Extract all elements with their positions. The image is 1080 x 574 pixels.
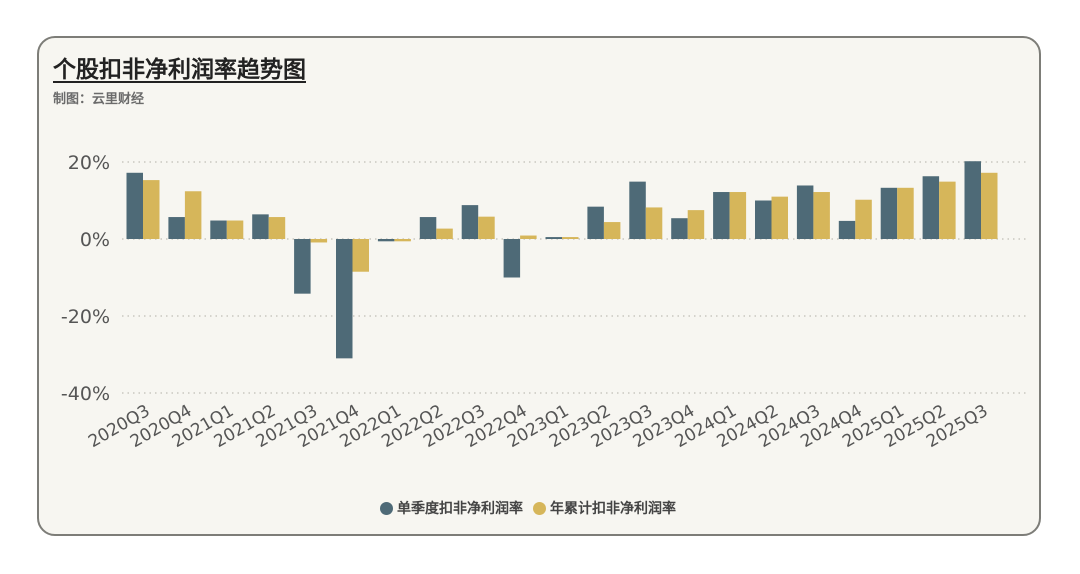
bar-quarterly[interactable]	[168, 217, 185, 239]
y-tick-label: 0%	[80, 229, 110, 251]
bar-quarterly[interactable]	[126, 172, 144, 239]
y-axis-ticks: 20% 0% -20% -40%	[61, 152, 110, 405]
legend-label-quarterly: 单季度扣非净利润率	[397, 501, 523, 517]
y-tick-label: -20%	[61, 306, 110, 328]
bar-cumulative[interactable]	[897, 187, 914, 239]
legend-label-cumulative: 年累计扣非净利润率	[550, 501, 676, 517]
bar-cumulative[interactable]	[729, 192, 747, 239]
grid-lines	[122, 161, 1028, 394]
bars	[126, 161, 998, 359]
bar-cumulative[interactable]	[855, 199, 872, 239]
bar-cumulative[interactable]	[981, 172, 998, 239]
bar-cumulative[interactable]	[603, 222, 621, 239]
page-title: 个股扣非净利润率趋势图	[53, 57, 306, 83]
bar-quarterly[interactable]	[922, 176, 940, 239]
bar-quarterly[interactable]	[671, 218, 688, 239]
bar-quarterly[interactable]	[210, 220, 227, 239]
bar-quarterly[interactable]	[587, 206, 604, 239]
y-tick-label: 20%	[68, 152, 110, 174]
bar-cumulative[interactable]	[771, 196, 789, 239]
bar-quarterly[interactable]	[755, 200, 772, 240]
legend-item-cumulative[interactable]: 年累计扣非净利润率	[533, 498, 676, 518]
bar-cumulative[interactable]	[687, 210, 705, 239]
bar-quarterly[interactable]	[964, 161, 982, 239]
source-label: 制图：云里财经	[53, 92, 145, 107]
bar-cumulative[interactable]	[436, 228, 453, 239]
bar-cumulative[interactable]	[394, 239, 411, 242]
bar-quarterly[interactable]	[838, 220, 856, 239]
legend: 单季度扣非净利润率 年累计扣非净利润率	[380, 498, 676, 518]
y-tick-label: -40%	[61, 383, 110, 405]
x-axis-ticks: 2020Q32020Q42021Q12021Q22021Q32021Q42022…	[85, 401, 991, 452]
bar-cumulative[interactable]	[562, 237, 579, 239]
bar-quarterly[interactable]	[880, 187, 898, 239]
bar-cumulative[interactable]	[939, 181, 956, 239]
bar-cumulative[interactable]	[813, 192, 830, 239]
legend-item-quarterly[interactable]: 单季度扣非净利润率	[380, 498, 523, 518]
bar-quarterly[interactable]	[629, 181, 646, 239]
bar-quarterly[interactable]	[294, 239, 311, 294]
bar-cumulative[interactable]	[184, 191, 202, 239]
bar-cumulative[interactable]	[268, 217, 286, 239]
bar-cumulative[interactable]	[520, 235, 537, 239]
bar-cumulative[interactable]	[226, 220, 244, 239]
bar-cumulative[interactable]	[478, 216, 495, 239]
bar-cumulative[interactable]	[645, 207, 663, 239]
chart-card	[37, 36, 1041, 536]
legend-swatch-quarterly	[380, 501, 393, 515]
bar-quarterly[interactable]	[545, 237, 563, 239]
bar-quarterly[interactable]	[336, 239, 353, 359]
legend-swatch-cumulative	[533, 501, 546, 515]
bar-quarterly[interactable]	[252, 214, 269, 239]
bar-cumulative[interactable]	[143, 180, 160, 239]
bar-quarterly[interactable]	[419, 217, 437, 239]
bar-quarterly[interactable]	[796, 185, 814, 239]
bar-cumulative[interactable]	[352, 239, 370, 272]
bar-quarterly[interactable]	[713, 192, 730, 239]
bar-quarterly[interactable]	[461, 205, 479, 239]
bar-cumulative[interactable]	[310, 239, 328, 243]
bar-quarterly[interactable]	[503, 239, 521, 278]
bar-quarterly[interactable]	[377, 239, 395, 242]
